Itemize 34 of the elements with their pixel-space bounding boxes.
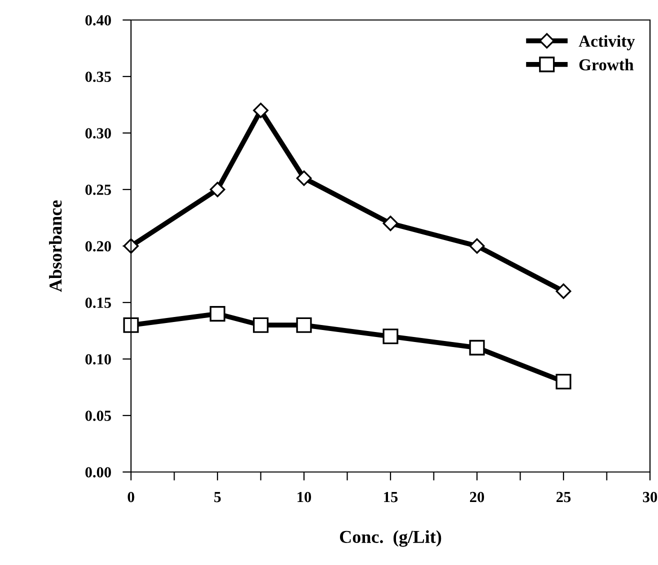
point [123, 317, 139, 333]
point [469, 238, 485, 254]
y-tick-label: 0.20 [85, 241, 111, 252]
x-tick-label: 0 [128, 492, 134, 502]
y-tick-label: 0.00 [85, 467, 111, 478]
x-tick-label: 30 [642, 492, 658, 502]
legend-label: Activity [578, 35, 635, 50]
x-tick-label: 10 [298, 492, 312, 502]
point [123, 238, 139, 254]
y-tick-label: 0.05 [85, 410, 111, 422]
point [382, 328, 398, 344]
point [382, 216, 398, 232]
point [469, 340, 485, 356]
y-tick-label: 0.35 [85, 72, 111, 82]
y-axis-title: Absorbance [49, 200, 62, 292]
point [210, 306, 226, 322]
legend-label: Growth [579, 58, 634, 70]
y-tick-label: 0.25 [85, 184, 111, 196]
point [253, 102, 268, 118]
point [556, 374, 572, 390]
point [252, 317, 269, 333]
x-tick-label: 5 [214, 492, 221, 502]
point [296, 170, 312, 186]
y-tick-label: 0.40 [85, 15, 111, 26]
x-tick-label: 20 [470, 492, 484, 502]
y-tick-label: 0.15 [85, 298, 111, 308]
point [296, 317, 312, 333]
point [210, 182, 226, 198]
point [556, 283, 572, 299]
y-tick-label: 0.30 [85, 128, 111, 139]
x-tick-label: 15 [384, 492, 398, 502]
x-tick-label: 25 [556, 492, 571, 502]
x-axis-title: Conc. (g/Lit) [340, 530, 442, 547]
y-tick-label: 0.10 [85, 354, 111, 365]
